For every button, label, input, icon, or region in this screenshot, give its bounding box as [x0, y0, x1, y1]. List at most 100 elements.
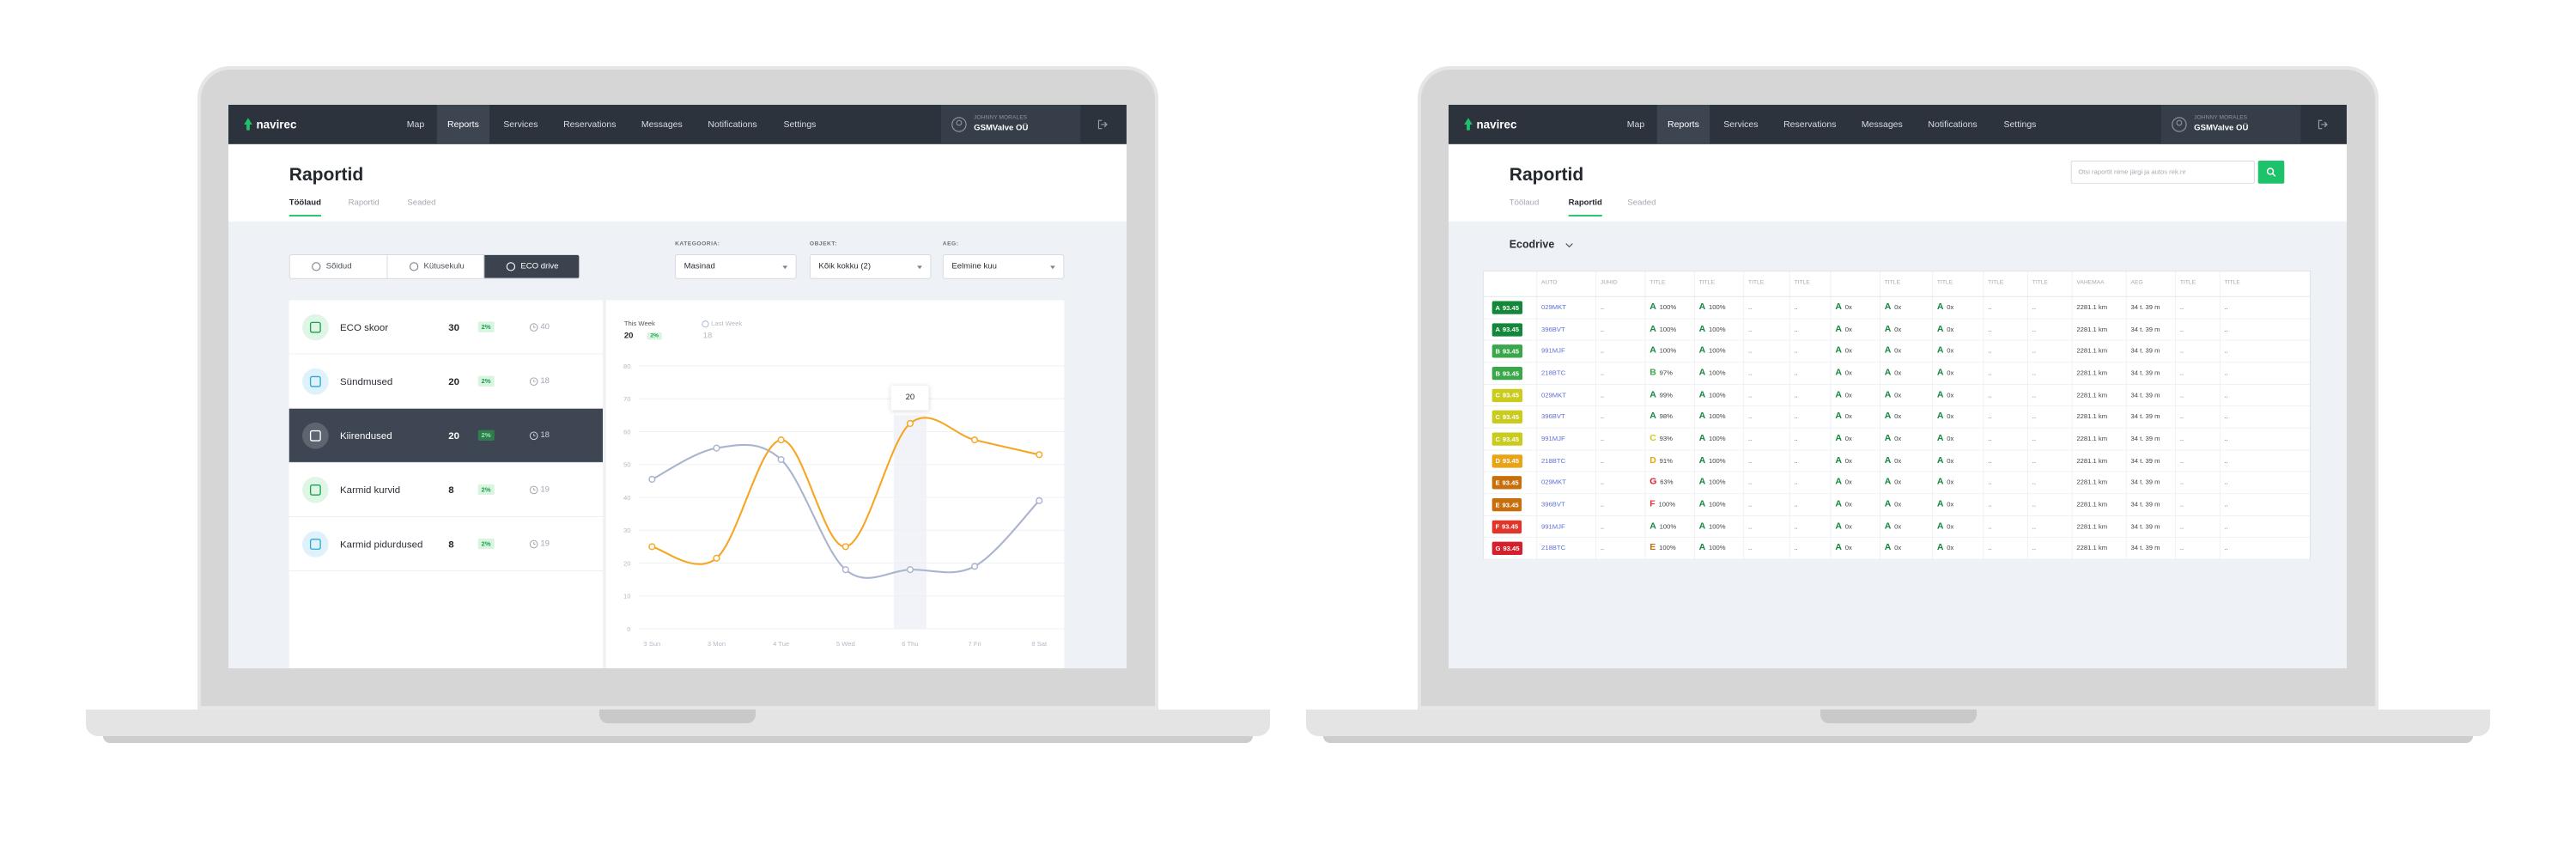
logout-shape	[1097, 119, 1108, 130]
metric-row[interactable]: Sündmused 20 2% 18	[289, 354, 603, 409]
grade-cell: G 63%	[1649, 477, 1673, 486]
mode-button[interactable]: Sõidud	[290, 255, 387, 278]
grade-cell: A 0x	[1937, 433, 1954, 442]
laptop-screen: navirec Map Reports Services Reservations Mes…	[228, 105, 1127, 668]
metric-previous: 40	[540, 322, 550, 332]
cell: ..	[1747, 369, 1753, 377]
nav-item[interactable]: Map	[1626, 119, 1645, 130]
clock-hand	[533, 542, 536, 545]
car-plate[interactable]: 396BVT	[1541, 325, 1565, 333]
laptop-notch	[599, 710, 756, 723]
cell-grade: A	[1698, 345, 1706, 356]
cell-grade: A	[1698, 433, 1706, 443]
search-button[interactable]	[2257, 161, 2285, 184]
tab[interactable]: Töölaud	[289, 198, 321, 217]
tab[interactable]: Seaded	[1627, 198, 1656, 208]
car-plate[interactable]: 218BTC	[1541, 369, 1566, 377]
cell: ..	[1794, 478, 1798, 486]
nav-item[interactable]: Reports	[436, 105, 490, 144]
nav-item[interactable]: Reports	[1656, 105, 1710, 144]
filter-select[interactable]: Masinad	[675, 254, 797, 279]
cell: 34 t. 39 m	[2130, 435, 2160, 442]
cell: ..	[1988, 303, 1992, 311]
nav-item[interactable]: Map	[406, 119, 425, 130]
car-plate[interactable]: 218BTC	[1541, 456, 1566, 465]
metric-icon-bg	[302, 477, 329, 503]
cell: 2281.1 km	[2076, 435, 2108, 442]
cell-text: 0x	[1894, 435, 1902, 442]
car-plate[interactable]: 396BVT	[1541, 500, 1565, 509]
metric-icon-glyph	[309, 539, 321, 550]
legend-current: 20	[623, 331, 634, 341]
nav-item[interactable]: Notifications	[708, 119, 757, 130]
cell-text: 0x	[1844, 412, 1852, 421]
cell-grade: A	[1649, 345, 1656, 356]
car-plate[interactable]: 029MKT	[1541, 303, 1566, 311]
mode-icon-circle	[506, 262, 516, 271]
cell: ..	[2179, 435, 2184, 442]
metric-row[interactable]: ECO skoor 30 2% 40	[289, 300, 603, 355]
nav-item[interactable]: Reservations	[563, 119, 617, 130]
metric-row[interactable]: Karmid kurvid 8 2% 19	[289, 462, 603, 517]
column-header: TITLE	[1936, 279, 1953, 286]
car-plate[interactable]: 218BTC	[1541, 544, 1566, 552]
car-plate[interactable]: 029MKT	[1541, 391, 1566, 399]
nav-item[interactable]: Services	[503, 119, 538, 130]
nav-item[interactable]: Settings	[783, 119, 817, 130]
cell-grade: B	[1649, 367, 1656, 378]
cell: 2281.1 km	[2076, 412, 2108, 421]
car-plate[interactable]: 991MJF	[1541, 347, 1565, 355]
legend-icon	[702, 320, 709, 328]
grade-cell: A 99%	[1649, 389, 1673, 399]
user-circle	[951, 117, 967, 132]
caret	[782, 265, 788, 270]
nav-item[interactable]: Settings	[2003, 119, 2037, 130]
car-plate[interactable]: 991MJF	[1541, 522, 1565, 530]
nav-item[interactable]: Services	[1723, 119, 1759, 130]
nav-item[interactable]: Notifications	[1928, 119, 1978, 130]
cell: ..	[1600, 412, 1605, 421]
car-plate[interactable]: 029MKT	[1541, 478, 1566, 486]
filter-value: Eelmine kuu	[951, 261, 997, 271]
tab[interactable]: Seaded	[407, 198, 436, 208]
score: 93.45	[1502, 413, 1520, 421]
metric-change: 2%	[477, 321, 495, 332]
x-tick-label: 8 Sat	[1031, 640, 1048, 648]
cell: ..	[2032, 391, 2037, 399]
column-divider	[2175, 271, 2177, 559]
grade-cell: A 100%	[1649, 302, 1676, 311]
car-plate[interactable]: 396BVT	[1541, 412, 1565, 421]
score: 93.45	[1502, 326, 1520, 333]
company: GSMValve OÜ	[974, 123, 1029, 133]
metric-icon	[302, 531, 329, 557]
nav-item[interactable]: Messages	[641, 119, 683, 130]
tab[interactable]: Raportid	[348, 198, 380, 208]
report-select[interactable]: Ecodrive	[1509, 237, 1555, 251]
cell-text: 0x	[1844, 456, 1852, 465]
mode-icon-circle	[409, 262, 419, 271]
metric-previous: 19	[540, 539, 550, 549]
mode-button[interactable]: Kütusekulu	[386, 254, 484, 278]
mode-icon	[312, 262, 321, 271]
filter-select[interactable]: Kõik kokku (2)	[809, 254, 932, 279]
cell-text: 0x	[1844, 347, 1852, 355]
tab[interactable]: Töölaud	[1509, 198, 1540, 208]
user-box[interactable]: JOHNNY MORALES GSMValve OÜ	[2160, 105, 2301, 144]
hover-band	[893, 415, 927, 629]
user-box[interactable]: JOHNNY MORALES GSMValve OÜ	[940, 105, 1081, 144]
filter-select[interactable]: Eelmine kuu	[942, 254, 1065, 279]
tab[interactable]: Raportid	[1568, 198, 1602, 217]
mode-button[interactable]: ECO drive	[483, 254, 580, 278]
metric-row[interactable]: Kiirendused 20 2% 18	[289, 408, 603, 463]
search-input[interactable]: Otsi raportit nime järgi ja autos rek.nr	[2070, 161, 2255, 184]
nav-item[interactable]: Reservations	[1783, 119, 1837, 130]
car-plate[interactable]: 991MJF	[1541, 435, 1565, 442]
cell: ..	[1988, 500, 1992, 509]
legend-current: 18	[702, 331, 713, 341]
cell: ..	[1988, 325, 1992, 333]
cell: 2281.1 km	[2076, 456, 2108, 465]
metric-row[interactable]: Karmid pidurdused 8 2% 19	[289, 516, 603, 572]
nav-item[interactable]: Messages	[1861, 119, 1903, 130]
cell-text: 100%	[1659, 347, 1677, 355]
grade-cell: A 0x	[1835, 543, 1852, 552]
